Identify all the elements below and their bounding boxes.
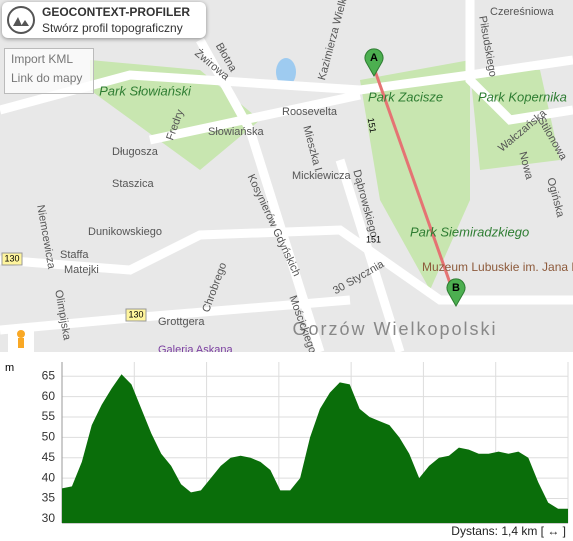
- map-label: Galeria Askana: [158, 344, 233, 352]
- menu-item[interactable]: Link do mapy: [11, 71, 83, 85]
- marker-pin[interactable]: [446, 278, 466, 308]
- pegman[interactable]: [18, 338, 24, 348]
- header-subtitle: Stwórz profil topograficzny: [42, 21, 183, 35]
- menu: Import KML Link do mapy: [4, 48, 94, 94]
- menu-item[interactable]: Import KML: [11, 52, 74, 66]
- map-label: Czereśniowa: [490, 6, 554, 18]
- road-badge: [1, 252, 23, 266]
- map-label: Matejki: [64, 264, 99, 276]
- map-label: Staffa: [60, 249, 89, 261]
- map-label: Park Zacisze: [368, 89, 443, 104]
- park: [360, 60, 470, 290]
- y-axis-label: m: [5, 362, 14, 374]
- route: [372, 67, 458, 301]
- park: [90, 60, 260, 170]
- footer: Dystans: 1,4 km [ ↔ ]: [451, 524, 566, 538]
- map-label: Słowiańska: [208, 126, 265, 138]
- road-number: 151: [366, 117, 378, 134]
- elevation-chart: m 30 35 40 45 50 55 60 65 Dystans: 1,4 km [ ↔ ]: [5, 362, 569, 538]
- map-label: Park Słowiański: [99, 83, 192, 98]
- map-label: Staszica: [112, 178, 154, 190]
- map-label: Gorzów Wielkopolski: [292, 319, 497, 339]
- map-label: Park Kopernika: [478, 89, 567, 104]
- map-label: Roosevelta: [282, 106, 338, 118]
- elevation-area: [62, 374, 568, 523]
- lake: [276, 58, 296, 86]
- roads: [0, 0, 573, 352]
- marker-label[interactable]: A: [370, 52, 378, 64]
- road-number: 130: [128, 309, 143, 319]
- y-tick-label: 30: [42, 511, 56, 525]
- marker-pin[interactable]: [364, 48, 384, 78]
- road-number: 130: [4, 253, 19, 263]
- map-label: Długosza: [112, 146, 159, 158]
- y-tick-label: 50: [42, 430, 56, 444]
- road-badge: [125, 308, 147, 322]
- map-label: Muzeum Lubuskie im. Jana Dekerta, Zespół…: [422, 260, 573, 274]
- y-tick-label: 35: [42, 491, 56, 505]
- road-number: 151: [366, 234, 381, 244]
- y-tick-label: 55: [42, 409, 56, 423]
- marker[interactable]: A: [364, 48, 384, 78]
- map-label: Dunikowskiego: [88, 226, 162, 238]
- pegman[interactable]: [17, 330, 25, 338]
- header: GEOCONTEXT-PROFILER Stwórz profil topogr…: [2, 2, 206, 38]
- marker-label[interactable]: B: [452, 282, 460, 294]
- map-label: Grottgera: [158, 316, 205, 328]
- y-tick-label: 65: [42, 368, 56, 382]
- y-tick-label: 45: [42, 450, 56, 464]
- y-tick-label: 60: [42, 389, 56, 403]
- marker[interactable]: B: [446, 278, 466, 308]
- y-tick-label: 40: [42, 470, 56, 484]
- logo: [7, 6, 35, 34]
- header-title: GEOCONTEXT-PROFILER: [42, 5, 191, 19]
- map-label: Mickiewicza: [292, 170, 352, 182]
- map: Park Słowiański Park Zacisze Park Kopern…: [0, 0, 573, 352]
- road-badges: 130 130 151 151: [1, 117, 381, 322]
- map-label: Park Siemiradzkiego: [410, 224, 529, 239]
